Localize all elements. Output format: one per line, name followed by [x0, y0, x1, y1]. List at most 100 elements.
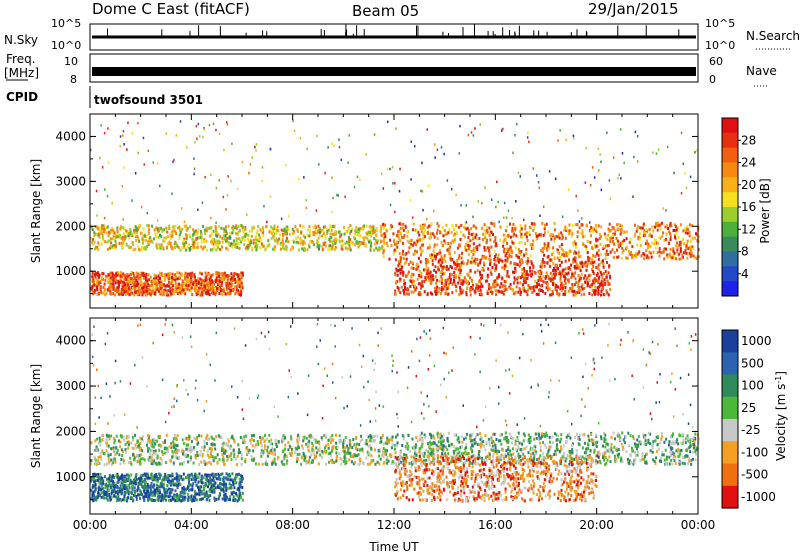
velocity-cell: [176, 434, 179, 438]
velocity-cell: [124, 442, 127, 446]
power-cell: [132, 248, 135, 252]
velocity-cell: [217, 434, 220, 438]
velocity-cell: [393, 461, 395, 465]
power-cell: [121, 285, 124, 289]
power-cell: [321, 234, 324, 238]
power-cell: [539, 284, 542, 288]
power-cell: [620, 227, 623, 231]
power-cell: [132, 243, 135, 247]
power-colorbar-tick-label: 4: [741, 267, 749, 281]
power-cell: [507, 250, 509, 253]
power-cell: [566, 254, 569, 258]
power-cell: [203, 128, 206, 132]
power-cell: [257, 224, 260, 228]
power-cell: [106, 288, 109, 292]
power-cell: [185, 224, 188, 228]
velocity-cell: [105, 462, 108, 466]
power-cell: [401, 252, 404, 256]
power-cell: [273, 239, 276, 243]
power-cell: [232, 229, 235, 233]
power-cell: [239, 238, 242, 242]
power-cell: [238, 237, 241, 241]
power-cell: [124, 287, 127, 291]
power-cell: [467, 229, 470, 233]
power-cell: [122, 272, 125, 276]
power-cell: [445, 281, 448, 285]
velocity-cell: [154, 452, 157, 456]
velocity-cell: [199, 453, 202, 457]
velocity-cell: [107, 457, 110, 460]
velocity-cell: [331, 447, 334, 451]
power-cell: [527, 231, 530, 235]
power-cell: [399, 264, 402, 268]
velocity-cell: [127, 443, 130, 447]
power-cell: [495, 253, 497, 257]
power-cell: [447, 267, 450, 271]
power-cell: [580, 293, 583, 297]
power-cell: [649, 251, 652, 255]
power-cell: [573, 265, 576, 268]
power-cell: [668, 252, 671, 256]
power-cell: [605, 274, 608, 277]
power-cell: [488, 233, 491, 237]
power-cell: [494, 259, 497, 263]
power-cell: [230, 272, 233, 276]
power-cell: [396, 273, 399, 277]
power-cell: [578, 266, 581, 270]
power-cell: [435, 270, 437, 274]
freq-unit-label: [MHz]: [4, 66, 39, 80]
power-cell: [425, 275, 428, 279]
power-cell: [472, 246, 475, 250]
power-cell: [145, 285, 148, 289]
velocity-cell: [103, 463, 106, 467]
power-cell: [572, 251, 575, 255]
power-cell: [185, 248, 187, 252]
velocity-cell: [656, 449, 659, 453]
power-cell: [440, 280, 443, 284]
velocity-cell: [321, 451, 324, 455]
velocity-cell: [338, 441, 341, 445]
power-cell: [327, 248, 330, 252]
power-cell: [117, 271, 120, 275]
velocity-cell: [113, 448, 116, 452]
power-cell: [450, 188, 453, 191]
velocity-cell: [181, 449, 184, 453]
power-cell: [165, 289, 168, 293]
power-cell: [564, 289, 567, 293]
power-cell: [125, 242, 128, 246]
velocity-cell: [274, 438, 277, 442]
power-cell: [478, 293, 481, 296]
velocity-cell: [614, 437, 616, 441]
power-cell: [330, 229, 333, 232]
power-cell: [443, 229, 446, 232]
power-cell: [205, 291, 208, 295]
power-cell: [122, 218, 124, 221]
power-cell: [116, 235, 119, 239]
power-cell: [554, 282, 556, 286]
power-cell: [107, 161, 110, 164]
power-cell: [489, 288, 492, 291]
velocity-cell: [301, 456, 303, 460]
power-cell: [127, 286, 130, 290]
power-cell: [680, 191, 683, 195]
power-cell: [171, 280, 174, 284]
power-cell: [170, 234, 173, 238]
velocity-cell: [216, 453, 219, 457]
power-cell: [529, 269, 532, 273]
nave-label: Nave: [746, 64, 777, 78]
power-cell: [658, 247, 661, 251]
power-cell: [195, 282, 198, 286]
power-cell: [183, 283, 186, 287]
velocity-cell: [288, 452, 291, 456]
power-cell: [428, 243, 431, 247]
power-cell: [400, 285, 403, 289]
power-cell: [370, 232, 373, 236]
power-cell: [527, 284, 530, 287]
power-cell: [171, 276, 173, 280]
power-cell: [254, 241, 257, 245]
power-cell: [97, 271, 99, 275]
velocity-cell: [277, 439, 280, 443]
power-cell: [474, 257, 477, 261]
power-cell: [216, 289, 219, 292]
velocity-cell: [139, 457, 142, 461]
